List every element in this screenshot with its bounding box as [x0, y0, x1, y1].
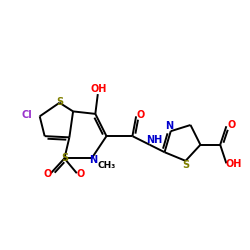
Text: OH: OH: [91, 84, 107, 94]
Text: S: S: [56, 96, 63, 106]
Text: N: N: [166, 121, 173, 131]
Text: O: O: [76, 170, 84, 179]
Text: O: O: [43, 170, 51, 179]
Text: O: O: [137, 110, 145, 120]
Text: OH: OH: [226, 159, 242, 169]
Text: Cl: Cl: [22, 110, 33, 120]
Text: NH: NH: [146, 135, 163, 145]
Text: S: S: [61, 153, 68, 164]
Text: N: N: [89, 154, 97, 164]
Text: CH₃: CH₃: [97, 161, 116, 170]
Text: S: S: [182, 160, 190, 170]
Text: O: O: [228, 120, 236, 130]
